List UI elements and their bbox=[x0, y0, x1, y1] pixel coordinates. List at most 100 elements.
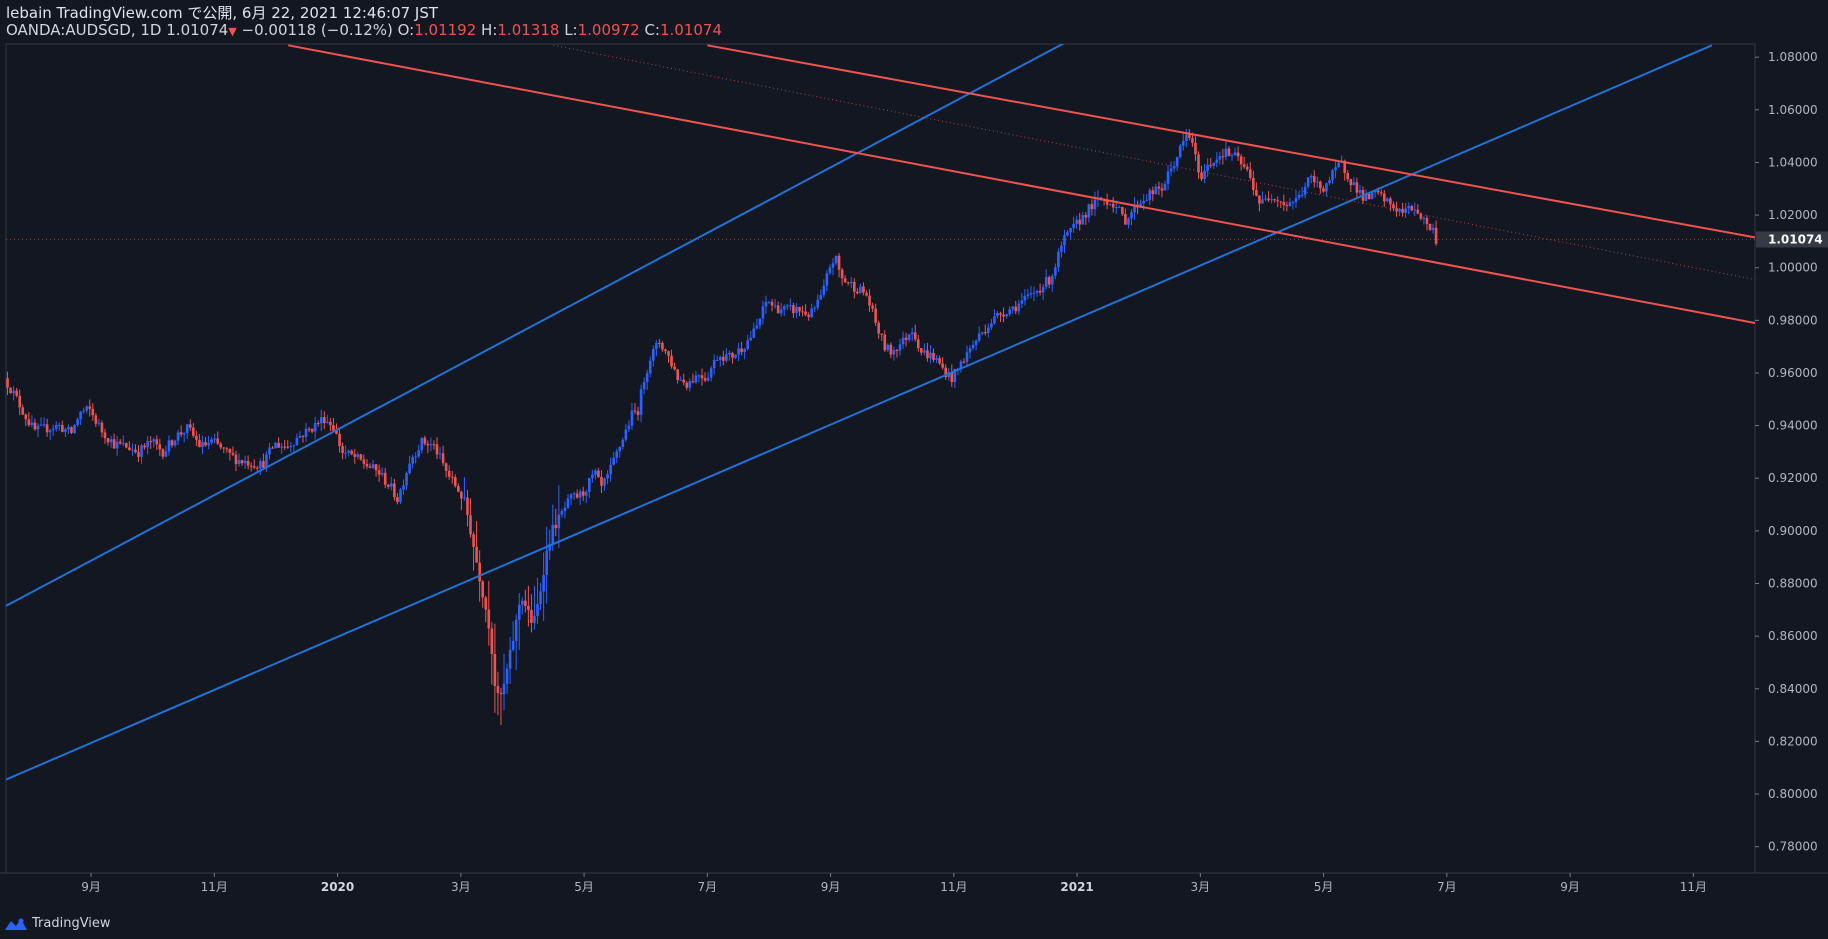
candle bbox=[259, 458, 262, 476]
candle bbox=[886, 343, 890, 352]
time-tick-label: 2021 bbox=[1060, 880, 1093, 894]
candle-body bbox=[1346, 172, 1350, 180]
candle-body bbox=[192, 427, 195, 436]
candle bbox=[441, 445, 445, 466]
candle bbox=[48, 428, 52, 441]
candle bbox=[524, 589, 527, 613]
candle-body bbox=[1303, 186, 1307, 195]
close-value: 1.01074 bbox=[659, 21, 722, 39]
candle-body bbox=[176, 432, 180, 441]
candle-body bbox=[642, 382, 646, 390]
candle bbox=[94, 412, 98, 428]
candle-body bbox=[1181, 141, 1185, 146]
candle bbox=[673, 362, 676, 371]
candle-body bbox=[1291, 202, 1295, 204]
candle bbox=[743, 347, 746, 360]
candle bbox=[1261, 191, 1264, 204]
candle-body bbox=[825, 273, 829, 286]
candle bbox=[1090, 199, 1094, 216]
candle bbox=[42, 417, 46, 428]
candle-body bbox=[1224, 148, 1228, 158]
candle bbox=[411, 454, 414, 469]
candle bbox=[484, 595, 488, 623]
candle-body bbox=[987, 327, 990, 333]
candle bbox=[225, 446, 229, 453]
candle bbox=[539, 582, 542, 611]
candle-body bbox=[524, 600, 527, 606]
candle bbox=[243, 455, 247, 469]
candle-body bbox=[134, 449, 137, 453]
candle bbox=[779, 302, 783, 317]
candle bbox=[70, 426, 73, 434]
time-axis[interactable]: 9月 11月 2020 3月 5月 7月 9月 11月 2021 3月 5月 7月 9月 11月 bbox=[81, 873, 1707, 894]
candle-body bbox=[1203, 170, 1206, 180]
candle-body bbox=[1063, 235, 1066, 246]
symbol-label[interactable]: OANDA:AUDSGD, 1D bbox=[6, 21, 162, 39]
candle-body bbox=[539, 591, 542, 604]
last-price-label: 1.01074 bbox=[1768, 232, 1823, 246]
trendlines[interactable] bbox=[6, 0, 1755, 781]
candle-body bbox=[228, 448, 232, 453]
candle bbox=[402, 479, 405, 495]
candle-body bbox=[968, 348, 972, 353]
candle bbox=[286, 440, 290, 449]
candle bbox=[246, 455, 250, 470]
candle bbox=[167, 435, 171, 456]
candle bbox=[959, 359, 963, 373]
price-axis[interactable]: 1.08000 1.06000 1.04000 1.02000 1.00000 0.980… bbox=[1755, 50, 1828, 854]
candle bbox=[603, 477, 606, 491]
price-tick-label: 1.08000 bbox=[1768, 50, 1818, 64]
candle-body bbox=[137, 452, 140, 457]
candle-body bbox=[862, 286, 865, 293]
candle-body bbox=[508, 649, 512, 669]
candle-body bbox=[207, 442, 210, 446]
candle-body bbox=[1392, 204, 1395, 209]
candle bbox=[1087, 203, 1091, 223]
candle bbox=[965, 345, 969, 368]
candle-body bbox=[67, 427, 70, 430]
candle-body bbox=[1035, 291, 1039, 293]
candle-body bbox=[651, 349, 655, 361]
candle-body bbox=[648, 360, 652, 374]
candle-body bbox=[1069, 227, 1072, 233]
candle bbox=[1297, 191, 1301, 201]
candle-body bbox=[923, 350, 926, 353]
candle bbox=[807, 312, 810, 321]
time-tick-label: 9月 bbox=[1560, 880, 1580, 894]
candle bbox=[801, 305, 804, 317]
candle bbox=[100, 420, 104, 438]
candle bbox=[1258, 195, 1261, 212]
candle bbox=[709, 365, 713, 382]
candle-body bbox=[335, 430, 338, 434]
candle-body bbox=[688, 381, 692, 388]
candle bbox=[901, 331, 905, 349]
candle-body bbox=[1434, 227, 1438, 244]
candle bbox=[76, 417, 79, 427]
candle bbox=[810, 303, 813, 319]
candle-body bbox=[323, 417, 326, 424]
candle bbox=[1309, 174, 1313, 184]
candle-body bbox=[1023, 296, 1027, 301]
candle bbox=[849, 277, 853, 288]
candle-body bbox=[566, 498, 570, 508]
candle-body bbox=[399, 489, 402, 502]
candle-body bbox=[633, 410, 637, 412]
last-price-badge-bg bbox=[1756, 231, 1828, 248]
candle bbox=[231, 446, 235, 457]
candle-body bbox=[722, 356, 725, 361]
candle bbox=[636, 406, 640, 421]
candle-body bbox=[712, 359, 716, 369]
candle-body bbox=[755, 325, 759, 329]
candle-body bbox=[1428, 223, 1432, 230]
candle-body bbox=[715, 359, 719, 361]
candle-body bbox=[423, 437, 427, 444]
candle-body bbox=[530, 609, 533, 623]
candle-body bbox=[1230, 155, 1234, 157]
candle bbox=[39, 417, 43, 427]
candle bbox=[173, 439, 177, 448]
candle bbox=[393, 478, 396, 501]
candle bbox=[615, 448, 619, 464]
tradingview-watermark[interactable]: TradingView bbox=[4, 916, 111, 931]
candle bbox=[323, 411, 326, 429]
